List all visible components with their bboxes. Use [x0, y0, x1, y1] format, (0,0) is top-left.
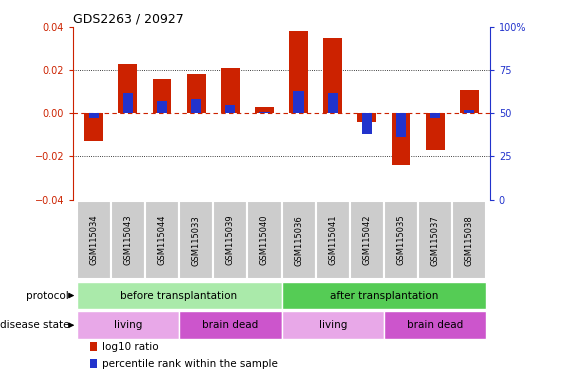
FancyBboxPatch shape [213, 201, 247, 279]
Bar [90, 342, 97, 351]
Text: protocol: protocol [26, 291, 69, 301]
Bar [260, 111, 270, 113]
FancyBboxPatch shape [145, 201, 179, 279]
FancyBboxPatch shape [384, 201, 418, 279]
Text: GSM115033: GSM115033 [191, 215, 200, 266]
FancyBboxPatch shape [452, 201, 486, 279]
Bar [396, 113, 406, 137]
Text: GSM115042: GSM115042 [363, 215, 372, 265]
Text: GSM115044: GSM115044 [158, 215, 167, 265]
FancyBboxPatch shape [179, 201, 213, 279]
FancyBboxPatch shape [350, 201, 384, 279]
Text: GSM115040: GSM115040 [260, 215, 269, 265]
Text: GSM115041: GSM115041 [328, 215, 337, 265]
Text: GSM115034: GSM115034 [89, 215, 98, 265]
FancyBboxPatch shape [247, 201, 282, 279]
Text: GSM115035: GSM115035 [396, 215, 405, 265]
FancyBboxPatch shape [418, 201, 452, 279]
Bar [430, 113, 440, 118]
Text: before transplantation: before transplantation [120, 291, 238, 301]
FancyBboxPatch shape [179, 311, 282, 339]
Bar [323, 38, 342, 113]
Bar [157, 101, 167, 113]
Text: living: living [114, 320, 142, 330]
Text: after transplantation: after transplantation [330, 291, 438, 301]
Bar [90, 359, 97, 368]
Bar [293, 91, 303, 113]
Bar [123, 93, 133, 113]
Bar [464, 110, 475, 113]
FancyBboxPatch shape [77, 281, 282, 310]
Text: GSM115037: GSM115037 [431, 215, 440, 266]
Bar [84, 113, 103, 141]
Text: log10 ratio: log10 ratio [101, 342, 158, 352]
FancyBboxPatch shape [77, 311, 179, 339]
Bar [358, 113, 376, 122]
Bar [118, 64, 137, 113]
FancyBboxPatch shape [384, 311, 486, 339]
Bar [255, 107, 274, 113]
Bar [153, 79, 171, 113]
FancyBboxPatch shape [316, 201, 350, 279]
Text: GSM115036: GSM115036 [294, 215, 303, 266]
Bar [328, 93, 338, 113]
FancyBboxPatch shape [282, 281, 486, 310]
Text: disease state: disease state [0, 320, 69, 330]
Bar [392, 113, 410, 165]
Text: GDS2263 / 20927: GDS2263 / 20927 [73, 13, 184, 26]
Text: living: living [319, 320, 347, 330]
FancyBboxPatch shape [282, 311, 384, 339]
Bar [289, 31, 308, 113]
Bar [460, 89, 479, 113]
FancyBboxPatch shape [111, 201, 145, 279]
Bar [187, 74, 205, 113]
Text: GSM115039: GSM115039 [226, 215, 235, 265]
Bar [225, 104, 235, 113]
Text: percentile rank within the sample: percentile rank within the sample [101, 359, 278, 369]
Text: GSM115043: GSM115043 [123, 215, 132, 265]
Text: brain dead: brain dead [407, 320, 463, 330]
Bar [191, 99, 201, 113]
Bar [426, 113, 445, 150]
Bar [88, 113, 99, 118]
Bar [362, 113, 372, 134]
FancyBboxPatch shape [77, 201, 111, 279]
Bar [221, 68, 240, 113]
Text: brain dead: brain dead [202, 320, 258, 330]
Text: GSM115038: GSM115038 [465, 215, 474, 266]
FancyBboxPatch shape [282, 201, 316, 279]
